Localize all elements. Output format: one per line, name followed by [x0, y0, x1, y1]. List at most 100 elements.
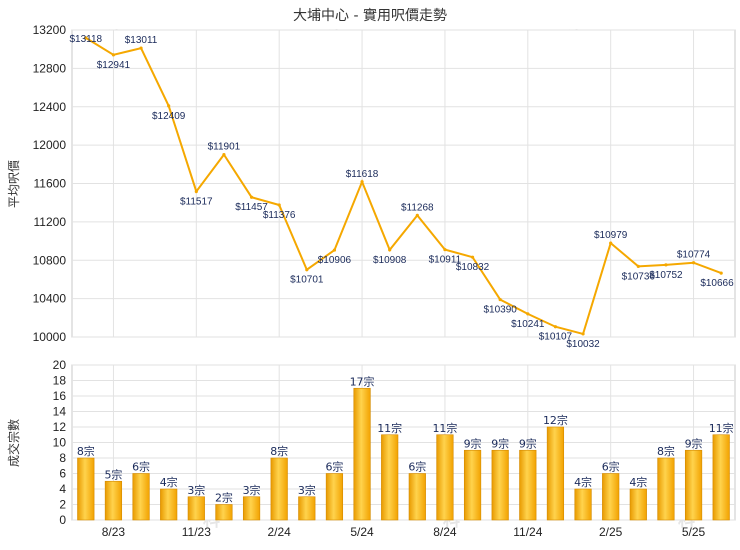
x-tick-label: 11/24 [513, 525, 542, 539]
volume-data-label: 6宗 [408, 460, 426, 474]
volume-y-tick-label: 12 [53, 420, 67, 434]
price-data-label: $10241 [511, 319, 545, 330]
volume-bar [436, 434, 454, 521]
price-data-point [470, 255, 475, 259]
x-tick-label: 8/24 [433, 525, 457, 539]
price-data-label: $12409 [152, 111, 186, 122]
volume-data-label: 4宗 [574, 475, 592, 489]
volume-y-axis-label: 成交宗數 [6, 419, 21, 467]
x-tick-label: 8/23 [102, 525, 126, 539]
volume-bar [353, 387, 371, 521]
x-tick-label: 2/25 [599, 525, 623, 539]
x-tick-label: 5/25 [682, 525, 706, 539]
volume-data-label: 17宗 [350, 374, 375, 388]
price-data-point [443, 248, 447, 252]
price-data-label: $10832 [456, 262, 490, 273]
volume-data-label: 12宗 [543, 413, 568, 427]
price-data-point [222, 153, 226, 157]
x-tick-label: 5/24 [350, 525, 374, 539]
price-data-label: $10774 [677, 250, 711, 261]
volume-data-label: 8宗 [77, 444, 95, 458]
price-data-label: $10752 [649, 270, 683, 281]
volume-data-label: 3宗 [187, 483, 205, 497]
volume-bar [215, 504, 233, 521]
price-line-chart: 10000 10400 10800 11200 11600 12000 12400 12800… [33, 23, 736, 350]
volume-data-label: 4宗 [160, 475, 178, 489]
volume-data-label: 8宗 [657, 444, 675, 458]
price-y-tick-label: 12000 [33, 138, 67, 152]
price-data-point [581, 332, 585, 336]
volume-bar [546, 426, 565, 521]
price-data-point [277, 203, 281, 207]
price-y-tick-label: 10000 [33, 330, 67, 344]
volume-data-label: 6宗 [602, 460, 620, 474]
price-data-point [139, 46, 143, 50]
volume-bar [408, 473, 426, 521]
volume-data-label: 9宗 [464, 436, 482, 450]
volume-bar [132, 473, 150, 521]
price-y-tick-label: 11600 [34, 177, 67, 191]
price-data-point [84, 36, 88, 40]
volume-data-label: 3宗 [298, 483, 316, 497]
volume-bar [657, 457, 675, 521]
price-data-point [498, 297, 502, 302]
volume-data-label: 8宗 [270, 444, 288, 458]
price-data-label: $10911 [429, 255, 462, 266]
price-series-line [85, 37, 722, 336]
volume-bar [574, 488, 592, 521]
volume-bar [684, 449, 703, 521]
price-data-point [332, 248, 337, 252]
volume-bar [160, 488, 178, 521]
price-y-tick-label: 12400 [33, 100, 67, 114]
volume-data-label: 11宗 [709, 421, 734, 435]
volume-data-label: 5宗 [104, 467, 122, 481]
price-y-tick-label: 11200 [34, 215, 67, 229]
price-data-point [194, 189, 198, 194]
price-data-label: $11618 [346, 169, 379, 180]
volume-y-tick-label: 4 [59, 482, 66, 496]
volume-y-tick-label: 6 [59, 467, 66, 481]
volume-bar [491, 449, 509, 521]
price-y-tick-label: 10800 [33, 253, 67, 267]
price-data-point [719, 271, 723, 275]
price-y-tick-label: 13200 [33, 23, 67, 37]
x-tick-label: 2/24 [268, 525, 292, 539]
price-y-tick-label: 10400 [33, 292, 67, 306]
volume-data-label: 3宗 [243, 483, 261, 497]
price-data-point [553, 325, 558, 329]
price-data-point [415, 213, 419, 217]
price-data-point [691, 261, 696, 265]
price-data-label: $10736 [622, 271, 656, 282]
price-data-point [167, 104, 171, 108]
price-data-point [388, 248, 392, 252]
volume-y-tick-label: 0 [59, 513, 66, 527]
price-data-label: $10906 [318, 255, 352, 266]
price-data-label: $10666 [700, 278, 734, 289]
volume-bar [463, 449, 482, 521]
x-tick-label: 11/23 [182, 525, 211, 539]
price-data-label: $11268 [401, 202, 434, 213]
price-data-point [526, 312, 530, 316]
price-data-point [636, 264, 640, 268]
price-data-label: $10979 [594, 230, 628, 241]
volume-data-label: 2宗 [215, 491, 233, 505]
volume-bar [242, 496, 261, 521]
volume-bar [77, 457, 95, 521]
volume-data-label: 11宗 [432, 421, 457, 435]
volume-bar [187, 496, 205, 521]
volume-y-tick-label: 2 [59, 498, 66, 512]
volume-bar [381, 434, 399, 521]
volume-bar [270, 457, 288, 521]
price-data-point [360, 180, 364, 184]
price-data-label: $11517 [180, 196, 213, 207]
price-data-label: $11901 [208, 142, 241, 153]
volume-data-label: 6宗 [132, 460, 150, 474]
volume-bar [519, 449, 537, 521]
volume-data-label: 11宗 [377, 421, 402, 435]
volume-bar [629, 488, 647, 521]
price-data-point [249, 195, 254, 199]
price-y-axis-label: 平均呎價 [7, 160, 21, 208]
price-data-point [664, 263, 668, 267]
volume-y-tick-label: 16 [53, 389, 67, 403]
